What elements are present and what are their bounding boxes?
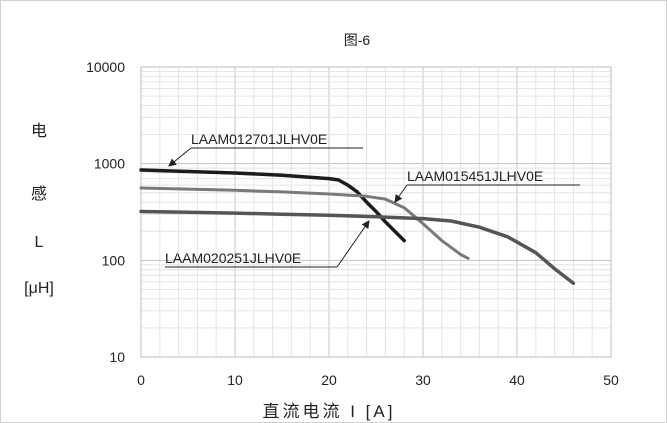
y-tick-label: 1000	[94, 156, 125, 172]
chart-title: 图-6	[344, 32, 371, 48]
series-line	[139, 186, 470, 260]
y-tick-label: 100	[102, 252, 126, 268]
x-axis-label: 直流电流 I [A]	[263, 402, 396, 421]
annotation-leader-arrow	[336, 220, 370, 268]
x-tick-label: 40	[509, 372, 525, 388]
x-tick-label: 50	[603, 372, 619, 388]
axes: 0 10 20 30 40 50 10 100 1000 10000	[86, 59, 619, 388]
y-axis-label-part: L	[35, 234, 44, 251]
series-annotation-label: LAAM015451JLHV0E	[407, 168, 543, 184]
series-line	[139, 168, 406, 243]
y-tick-label: 10	[109, 349, 125, 365]
annotation-leader-arrow	[168, 147, 192, 167]
y-tick-label: 10000	[86, 59, 125, 75]
y-axis-label-part: 感	[31, 185, 47, 203]
series-lines	[139, 168, 576, 285]
y-axis-label: 电感 L [μH]	[24, 122, 54, 297]
x-tick-label: 10	[227, 372, 243, 388]
y-axis-label-part: [μH]	[24, 280, 54, 297]
annotation-leader-arrow	[394, 184, 408, 203]
series-annotation-label: LAAM020251JLHV0E	[165, 250, 301, 266]
x-tick-label: 0	[137, 372, 145, 388]
grid	[140, 66, 612, 358]
x-tick-label: 30	[415, 372, 431, 388]
y-axis-label-part: 电	[31, 122, 47, 140]
series-annotation-label: LAAM012701JLHV0E	[191, 131, 327, 147]
x-tick-label: 20	[321, 372, 337, 388]
series-line	[139, 209, 576, 285]
annotations: LAAM012701JLHV0E LAAM015451JLHV0E LAAM0202…	[165, 131, 580, 268]
